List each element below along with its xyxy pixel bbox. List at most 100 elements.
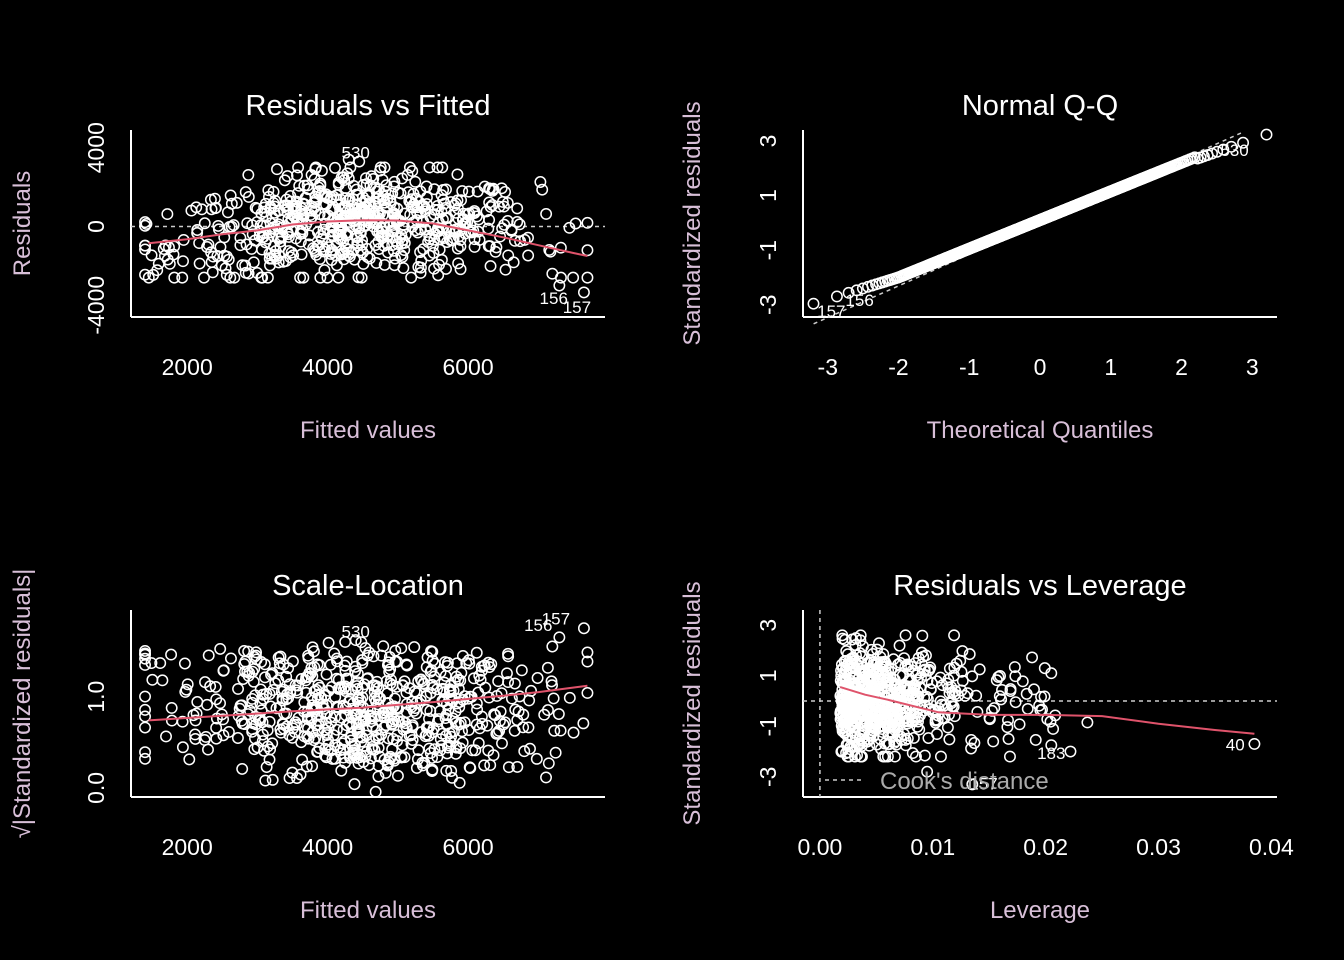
sl-point [445,765,458,777]
sl-point [541,661,554,674]
rvl-point [900,714,913,727]
rvf-point [581,216,594,229]
sl-point [338,659,351,672]
rvf-point [292,187,304,199]
rvl-y-tick-label: -3 [755,767,781,787]
rvl-point [943,662,956,675]
rvf-point [554,241,567,254]
sl-point [191,696,204,708]
rvf-point [367,172,380,185]
sl-x-axis-label: Fitted values [300,897,436,924]
rvl-point [970,689,983,702]
sl-point [283,729,296,742]
rvf-point [274,240,287,253]
sl-point [189,714,202,727]
rvl-point [906,691,919,703]
rvl-y-axis: -3 -1 1 3 [755,610,804,797]
rvl-point [910,750,922,763]
rvf-point [418,200,431,213]
rvl-point [1028,683,1040,696]
rvf-point [327,190,340,203]
rvf-point [324,193,337,206]
rvl-point [854,629,867,642]
rvf-point [540,207,553,220]
sl-point [452,682,465,695]
sl-point [139,648,151,661]
sl-point [382,656,395,669]
sl-point [294,768,307,781]
rvl-point [987,735,1000,748]
rvl-point [996,683,1008,696]
rvf-point [455,194,467,207]
rvl-point [899,739,912,752]
rvf-point [354,205,367,218]
rvf-point [323,241,336,254]
sl-point [401,659,413,672]
rvl-point [963,648,976,661]
sl-point [299,674,312,687]
sl-point [284,685,297,698]
sl-point [358,712,371,725]
rvf-point [335,248,348,261]
sl-point [283,772,296,785]
rvf-point [329,161,341,174]
sl-point [349,665,362,677]
rvf-point [278,174,291,187]
sl-panel: Scale-Location Fitted values √|Standardize… [9,569,605,924]
rvf-point [218,231,231,244]
sl-point [322,636,335,649]
rvf-point [198,217,211,230]
rvf-point [228,271,241,284]
sl-point [139,721,151,734]
rvf-point [355,271,368,284]
rvf-point [405,193,418,206]
sl-point [246,692,259,705]
sl-point [296,753,309,766]
rvf-point [411,206,423,219]
qq-y-tick-label: 3 [755,135,781,148]
qq-point [1217,143,1230,156]
qq-x-tick-label: 2 [1175,354,1188,380]
qq-title: Normal Q-Q [962,90,1118,122]
sl-point [139,690,151,703]
rvl-point [859,715,872,728]
sl-point [389,644,402,657]
rvf-point [292,161,305,174]
rvf-point [511,202,524,215]
sl-point [395,751,408,764]
sl-point [266,773,279,786]
rvf-point [288,210,301,223]
sl-point [280,670,293,683]
sl-point [320,668,333,681]
rvf-point [486,184,499,197]
rvl-point [849,720,862,733]
rvl-x-tick-label: 0.01 [910,834,955,860]
sl-y-axis-label: √|Standardized residuals| [9,569,36,839]
rvf-point [431,203,444,216]
rvl-point [1047,723,1060,735]
sl-point [258,744,270,757]
sl-point [351,751,364,764]
rvf-point [152,257,165,270]
rvf-point [378,161,391,174]
rvl-point [1002,714,1014,727]
rvl-point [871,643,884,656]
rvf-point [205,203,218,216]
sl-point [379,766,392,779]
rvl-point [859,704,872,717]
rvl-point [874,733,887,745]
rvf-point [472,213,485,226]
rvl-smoother-line [839,686,1255,735]
rvf-point [484,201,497,213]
rvf-point [514,235,527,248]
rvf-point [553,279,566,292]
sl-point [236,762,249,775]
sl-point [349,634,362,647]
rvf-point [159,249,171,262]
sl-point [450,741,463,754]
rvl-point [1016,675,1029,688]
rvf-point [139,216,151,229]
sl-point [333,681,346,694]
rvl-point [1035,690,1048,703]
